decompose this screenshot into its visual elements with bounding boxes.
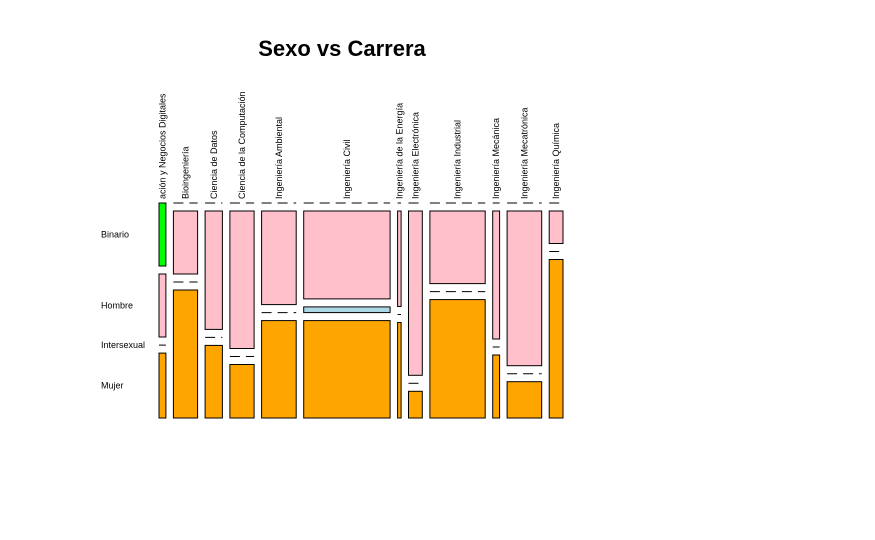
cell-ingenieria-civil-mujer — [303, 320, 391, 419]
column-label-administracion-y-negocios-digitales: ación y Negocios Digitales — [158, 93, 168, 199]
cell-bioingenieria-hombre — [172, 210, 199, 275]
row-labels: Binario Hombre Intersexual Mujer — [101, 230, 145, 391]
column-label-ingenieria-electronica: Ingeniería Electrónica — [411, 112, 421, 199]
cell-bioingenieria-mujer — [172, 289, 199, 419]
cell-ingenieria-mecatronica-mujer — [506, 381, 543, 419]
cell-ingenieria-quimica-mujer — [548, 259, 564, 419]
cell-ingenieria-industrial-hombre — [429, 210, 486, 285]
cell-ciencia-de-la-computacion-mujer — [229, 364, 255, 419]
cell-ingenieria-electronica-hombre — [408, 210, 423, 376]
cell-ingenieria-civil-hombre — [303, 210, 391, 300]
column-labels: ación y Negocios Digitales Bioingeniería C… — [158, 91, 562, 199]
column-label-ingenieria-mecanica: Ingeniería Mecánica — [491, 118, 501, 199]
cell-ciencia-de-datos-mujer — [204, 344, 223, 419]
cell-ciencia-de-la-computacion-hombre — [229, 210, 255, 349]
column-label-ingenieria-quimica: Ingeniería Química — [551, 123, 561, 199]
cell-ingenieria-quimica-hombre — [548, 210, 564, 244]
cell-administracion-y-negocios-digitales-mujer — [158, 352, 167, 419]
mosaic-cells — [158, 202, 564, 419]
column-label-ciencia-de-la-computacion: Ciencia de la Computación — [237, 91, 247, 199]
cell-ciencia-de-datos-hombre — [204, 210, 223, 330]
cell-ingenieria-mecatronica-hombre — [506, 210, 543, 367]
chart-title: Sexo vs Carrera — [258, 36, 426, 61]
cell-ingenieria-electronica-mujer — [408, 390, 423, 419]
cell-ingenieria-ambiental-hombre — [261, 210, 297, 306]
cell-ingenieria-industrial-mujer — [429, 299, 486, 419]
row-label-intersexual: Intersexual — [101, 340, 145, 350]
column-label-ingenieria-de-la-energia: Ingeniería de la Energía — [394, 103, 404, 199]
cell-administracion-y-negocios-digitales-binario — [158, 202, 167, 267]
row-label-binario: Binario — [101, 230, 129, 240]
column-label-ciencia-de-datos: Ciencia de Datos — [209, 130, 219, 199]
cell-ingenieria-ambiental-mujer — [261, 320, 297, 419]
column-label-ingenieria-ambiental: Ingeniería Ambiental — [274, 117, 284, 199]
cell-ingenieria-de-la-energia-hombre — [397, 210, 402, 307]
column-label-ingenieria-industrial: Ingeniería Industrial — [453, 120, 463, 199]
cell-ingenieria-civil-intersexual — [303, 306, 391, 314]
cell-ingenieria-de-la-energia-mujer — [397, 322, 402, 419]
cell-ingenieria-mecanica-mujer — [492, 354, 501, 419]
column-label-bioingenieria: Bioingeniería — [181, 146, 191, 199]
row-label-hombre: Hombre — [101, 301, 133, 311]
column-label-ingenieria-mecatronica: Ingeniería Mecatrónica — [519, 107, 529, 199]
cell-ingenieria-mecanica-hombre — [492, 210, 501, 340]
cell-administracion-y-negocios-digitales-hombre — [158, 273, 167, 338]
row-label-mujer: Mujer — [101, 381, 124, 391]
column-label-ingenieria-civil: Ingeniería Civil — [342, 139, 352, 199]
